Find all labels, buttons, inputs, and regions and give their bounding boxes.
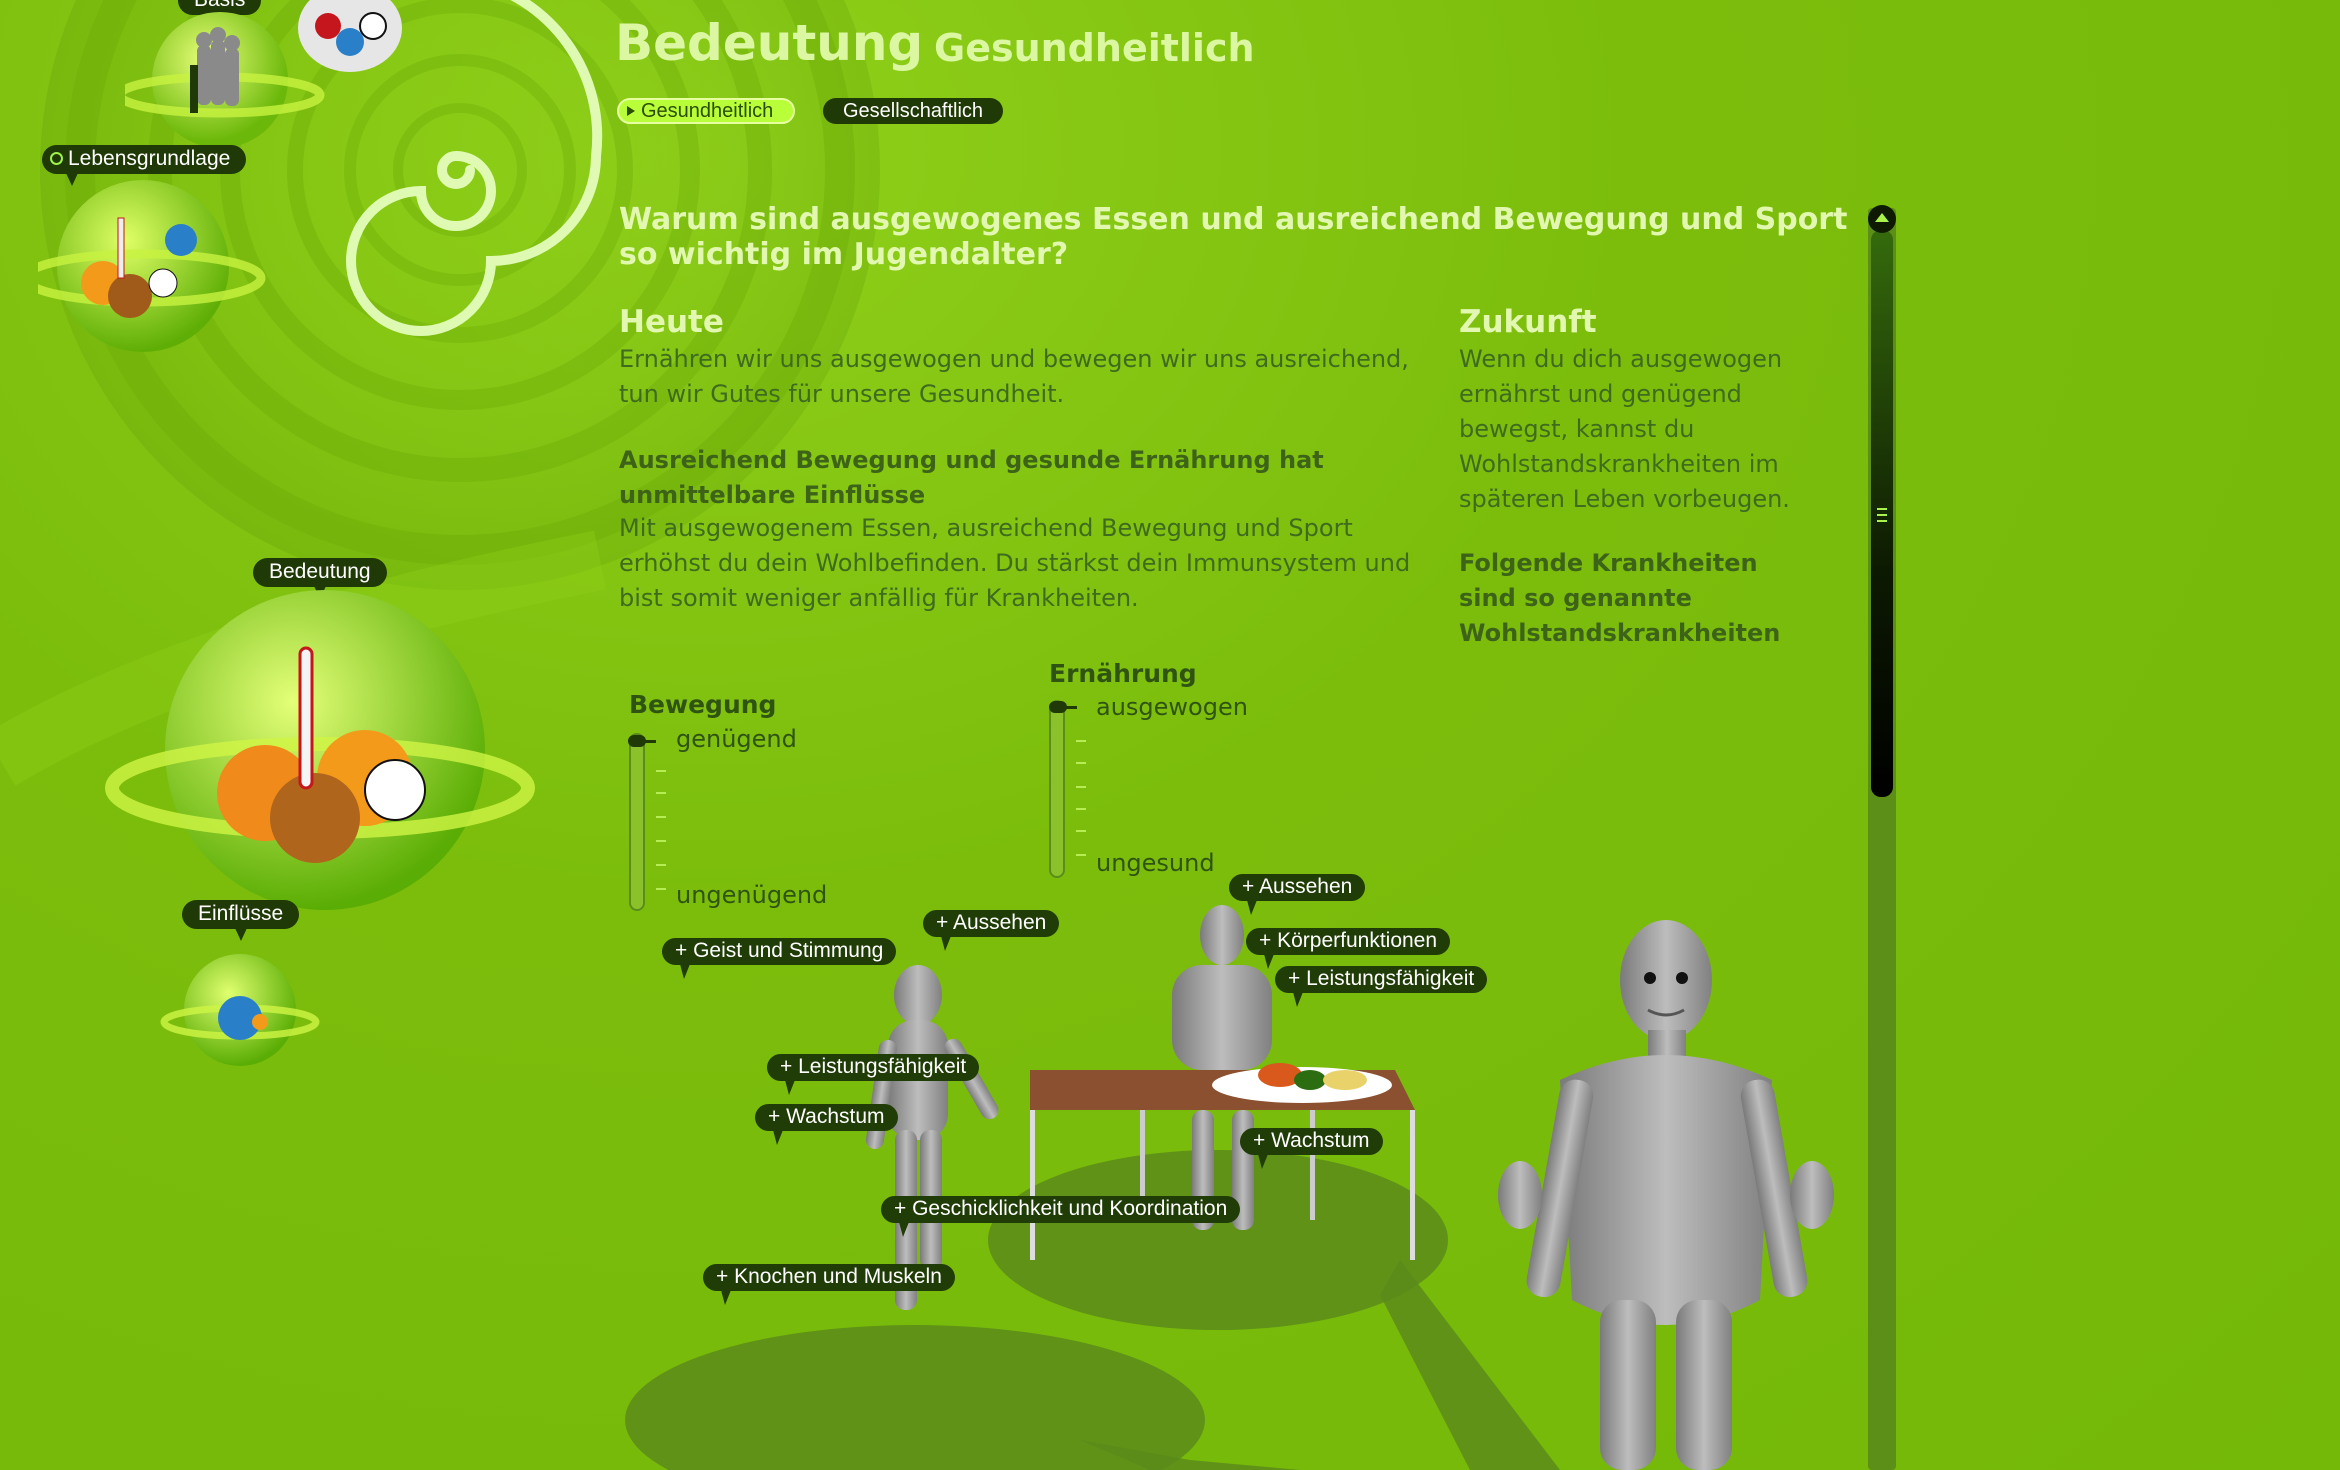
slider-ernaehrung-title: Ernährung [1049, 659, 1197, 688]
slider-ernaehrung-track[interactable] [1049, 700, 1065, 878]
callout-knochen-und-muskeln[interactable]: + Knochen und Muskeln [703, 1264, 955, 1305]
slider-bewegung-bottom-label: ungenügend [676, 881, 828, 909]
slider-tick [656, 770, 666, 772]
heute-text-2: Mit ausgewogenem Essen, ausreichend Bewe… [619, 514, 1411, 612]
slider-tick [1076, 830, 1086, 832]
heute-heading: Heute [619, 304, 724, 340]
walking-teen-figure [865, 965, 999, 1310]
callout-geschicklichkeit[interactable]: + Geschicklichkeit und Koordination [881, 1196, 1241, 1237]
callout-wachstum-sitting[interactable]: + Wachstum [1240, 1128, 1383, 1169]
lebensgrundlage-planet-icon [38, 180, 266, 352]
heute-text: Ernähren wir uns ausgewogen und bewegen … [619, 345, 1409, 408]
slider-tick [656, 840, 666, 842]
slider-tick [1076, 854, 1086, 856]
zukunft-text: Wenn du dich ausgewogen ernährst und gen… [1459, 345, 1790, 513]
slider-bewegung-handle[interactable] [628, 735, 656, 747]
callout-aussehen-sitting[interactable]: + Aussehen [1229, 874, 1366, 915]
tab-gesellschaftlich[interactable]: Gesellschaftlich [823, 98, 1004, 124]
einfluesse-planet-icon [160, 954, 320, 1066]
adult-figure [1498, 920, 1834, 1470]
callout-geist-und-stimmung[interactable]: + Geist und Stimmung [662, 938, 897, 979]
slider-ernaehrung-handle[interactable] [1049, 701, 1077, 713]
slider-tick [1076, 808, 1086, 810]
figures-illustration [865, 905, 1834, 1470]
basis-planet-icon [125, 12, 325, 148]
slider-bewegung-title: Bewegung [629, 690, 777, 719]
callout-leistungsfaehigkeit-sitting[interactable]: + Leistungsfähigkeit [1275, 966, 1488, 1007]
scroll-up-arrow-icon[interactable] [1868, 205, 1896, 233]
zukunft-heading: Zukunft [1459, 304, 1597, 340]
tab-gesundheitlich[interactable]: Gesundheitlich [617, 98, 796, 124]
bedeutung-planet-icon [105, 590, 535, 910]
slider-ernaehrung-top-label: ausgewogen [1096, 693, 1248, 721]
slider-tick [1076, 786, 1086, 788]
slider-tick [656, 792, 666, 794]
heute-bold-text: Ausreichend Bewegung und gesunde Ernähru… [619, 446, 1324, 509]
slider-bewegung-top-label: genügend [676, 725, 797, 753]
page-subtitle: Gesundheitlich [934, 26, 1255, 70]
slider-tick [656, 864, 666, 866]
callout-aussehen-teen[interactable]: + Aussehen [923, 910, 1060, 951]
nav-bedeutung-label: Bedeutung [253, 558, 387, 599]
nav-einfluesse-label: Einflüsse [182, 900, 300, 941]
active-indicator-icon [50, 152, 63, 165]
sport-ball-icon [298, 0, 402, 72]
slider-tick [656, 888, 666, 890]
food-plate [1212, 1063, 1392, 1103]
callout-leistungsfaehigkeit-teen[interactable]: + Leistungsfähigkeit [767, 1054, 980, 1095]
section-question: Warum sind ausgewogenes Essen und ausrei… [619, 202, 1848, 272]
slider-tick [1076, 740, 1086, 742]
scrollbar-grip-icon [1877, 508, 1887, 522]
slider-tick [656, 816, 666, 818]
nav-lebensgrundlage-label: Lebensgrundlage [42, 145, 247, 186]
scrollbar-thumb[interactable] [1871, 230, 1893, 797]
callout-wachstum-teen[interactable]: + Wachstum [755, 1104, 898, 1145]
slider-bewegung-track[interactable] [629, 733, 645, 911]
callout-koerperfunktionen[interactable]: + Körperfunktionen [1246, 928, 1451, 969]
slider-ernaehrung-bottom-label: ungesund [1096, 849, 1215, 877]
zukunft-bold-text: Folgende Krankheiten sind so genannte Wo… [1459, 549, 1781, 647]
page-title: Bedeutung [615, 14, 924, 72]
slider-tick [1076, 762, 1086, 764]
